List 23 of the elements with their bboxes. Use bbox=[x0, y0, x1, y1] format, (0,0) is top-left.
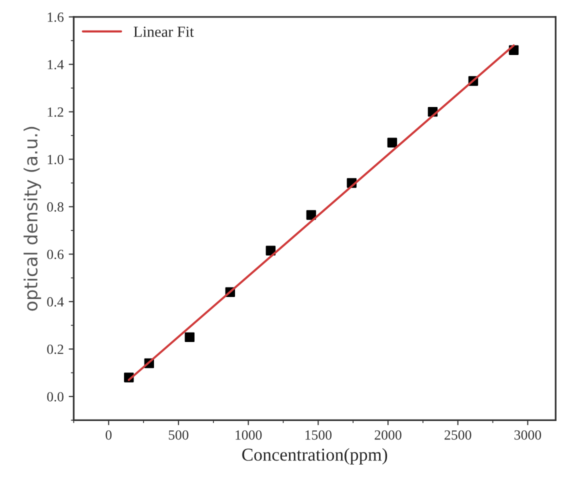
x-tick-label: 3000 bbox=[514, 430, 542, 440]
y-tick-label: 1.6 bbox=[48, 12, 64, 22]
y-tick-label: 0.6 bbox=[47, 250, 64, 260]
y-axis-title: optical density (a.u.) bbox=[24, 126, 42, 311]
y-tick-label: 1.2 bbox=[48, 107, 64, 117]
x-tick-label: 1500 bbox=[306, 430, 332, 440]
x-axis-title: Concentration(ppm) bbox=[242, 448, 388, 464]
x-tick-label: 1000 bbox=[236, 430, 262, 440]
point bbox=[306, 210, 316, 220]
y-tick-label: 1.0 bbox=[48, 154, 64, 164]
y-tick-label: 0.0 bbox=[47, 392, 64, 402]
point bbox=[184, 332, 195, 342]
y-tick-label: 0.8 bbox=[47, 202, 64, 212]
legend-label: Linear Fit bbox=[134, 26, 194, 37]
y-tick-label: 0.4 bbox=[47, 297, 64, 307]
y-tick-label: 1.4 bbox=[48, 60, 64, 70]
x-tick-label: 0 bbox=[106, 430, 112, 440]
x-tick-label: 2500 bbox=[444, 430, 472, 440]
x-tick-label: 500 bbox=[168, 430, 188, 440]
y-tick-label: 0.2 bbox=[47, 344, 64, 354]
point bbox=[387, 138, 398, 148]
x-tick-label: 2000 bbox=[374, 430, 402, 440]
point bbox=[266, 246, 276, 256]
